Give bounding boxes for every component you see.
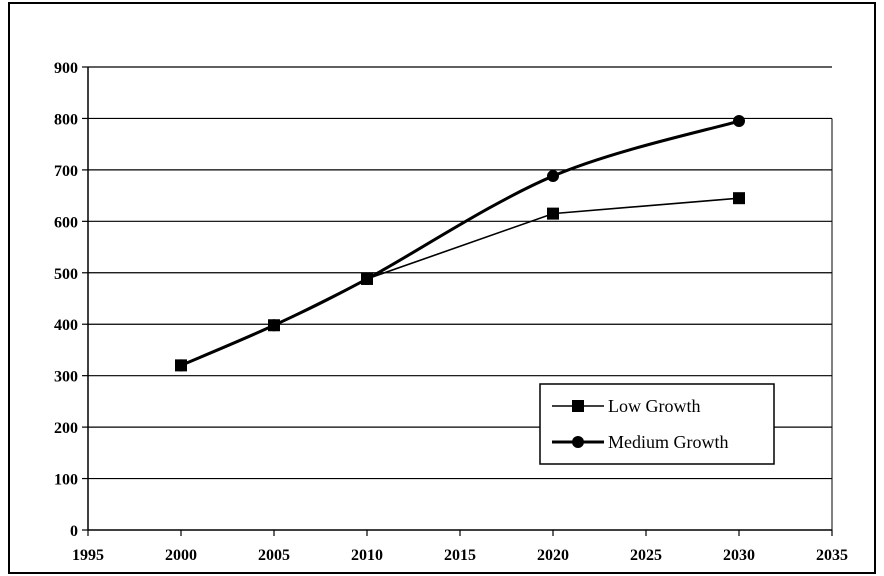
y-tick-label-0: 0	[70, 523, 78, 540]
legend-label-medium-growth: Medium Growth	[608, 432, 729, 452]
x-tick-label-2015: 2015	[444, 547, 476, 564]
point-medium-growth-2000	[175, 359, 187, 372]
y-tick-label-300: 300	[54, 369, 78, 386]
legend-circle-marker	[572, 436, 584, 448]
legend-label-low-growth: Low Growth	[608, 396, 701, 416]
point-low-growth-2020	[547, 207, 559, 220]
series	[175, 115, 745, 372]
y-tick-label-600: 600	[54, 214, 78, 231]
point-medium-growth-2005	[268, 319, 280, 332]
y-tick-label-700: 700	[54, 163, 78, 180]
point-medium-growth-2030	[733, 115, 745, 128]
legend-item-low-growth: Low Growth	[552, 396, 701, 416]
x-tick-label-2035: 2035	[816, 547, 848, 564]
legend: Low Growth Medium Growth	[539, 383, 775, 465]
series-medium-growth	[175, 115, 745, 372]
y-tick-label-400: 400	[54, 317, 78, 334]
grid-lines	[88, 66, 832, 480]
axes	[82, 66, 833, 536]
tick-labels: 0 100 200 300 400 500 600 700 800 900 1995 2000 2005…	[54, 60, 848, 564]
y-tick-label-500: 500	[54, 266, 78, 283]
y-tick-label-900: 900	[54, 60, 78, 77]
point-medium-growth-2010	[361, 272, 373, 285]
point-medium-growth-2020	[547, 170, 559, 183]
y-tick-label-800: 800	[54, 111, 78, 128]
x-tick-label-2010: 2010	[351, 547, 383, 564]
series-line-medium-growth	[180, 119, 740, 367]
x-tick-label-2030: 2030	[723, 547, 755, 564]
x-tick-label-1995: 1995	[72, 547, 104, 564]
x-tick-label-2025: 2025	[630, 547, 662, 564]
legend-box	[539, 383, 775, 465]
legend-square-marker	[572, 400, 584, 412]
y-tick-label-100: 100	[54, 472, 78, 489]
x-tick-label-2005: 2005	[258, 547, 290, 564]
x-tick-label-2000: 2000	[165, 547, 197, 564]
y-tick-label-200: 200	[54, 420, 78, 437]
point-low-growth-2030	[733, 192, 745, 205]
legend-item-medium-growth: Medium Growth	[552, 432, 729, 452]
x-tick-label-2020: 2020	[537, 547, 569, 564]
series-low-growth	[175, 192, 745, 372]
